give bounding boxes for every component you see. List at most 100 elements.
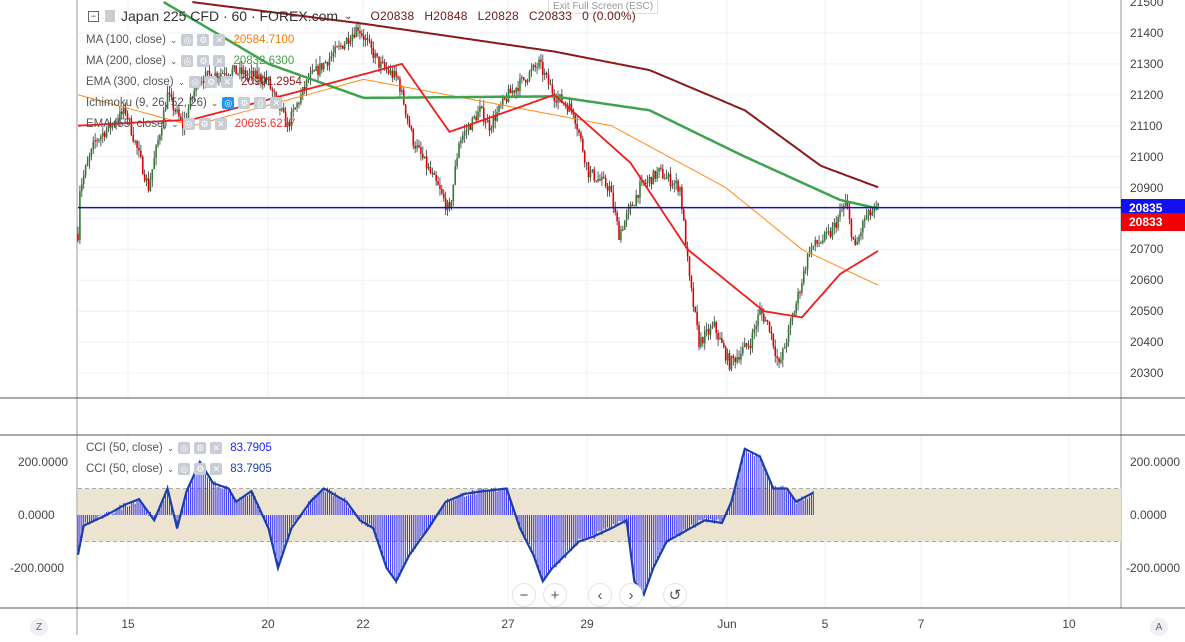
ohlc-low: L20828 bbox=[477, 9, 519, 23]
candle-body bbox=[86, 161, 89, 167]
candle-body bbox=[622, 229, 624, 231]
gear-icon[interactable]: ⚙ bbox=[194, 463, 207, 475]
indicator-legend[interactable]: MA (200, close) ⌄ ◎ ⚙ ✕ 20832.6300 bbox=[86, 55, 294, 67]
candle-body bbox=[566, 105, 569, 112]
candle-body bbox=[361, 33, 363, 36]
gear-icon[interactable]: ⚙ bbox=[197, 34, 210, 46]
candle-body bbox=[366, 38, 369, 40]
gear-icon[interactable]: ⚙ bbox=[194, 442, 207, 454]
symbol-legend[interactable]: − Japan 225 CFD · 60 · FOREX.com ⌄ O20838… bbox=[88, 8, 636, 24]
candle-body bbox=[439, 185, 441, 190]
close-icon[interactable]: ✕ bbox=[213, 34, 226, 46]
candle-body bbox=[180, 116, 182, 120]
candle-body bbox=[578, 129, 580, 133]
collapse-icon[interactable]: − bbox=[88, 10, 99, 22]
candle-body bbox=[94, 140, 96, 142]
candle-body bbox=[465, 130, 468, 132]
chevron-down-icon[interactable]: ⌄ bbox=[177, 76, 186, 87]
candle-body bbox=[101, 132, 104, 137]
candle-body bbox=[241, 67, 243, 75]
close-icon[interactable]: ✕ bbox=[270, 97, 283, 109]
candle-body bbox=[397, 76, 399, 79]
candle-body bbox=[296, 103, 298, 108]
eye-icon[interactable]: ◎ bbox=[178, 463, 191, 475]
candle-body bbox=[700, 337, 702, 347]
eye-icon[interactable]: ◎ bbox=[189, 76, 202, 88]
chevron-down-icon[interactable]: ⌄ bbox=[169, 55, 178, 66]
exit-fullscreen-button[interactable]: Exit Full Screen (ESC) bbox=[548, 0, 659, 14]
candle-body bbox=[336, 46, 338, 48]
candle-body bbox=[559, 94, 561, 98]
candle-body bbox=[639, 181, 641, 198]
chevron-down-icon[interactable]: ⌄ bbox=[171, 118, 179, 129]
gear-icon[interactable]: ⚙ bbox=[238, 97, 251, 109]
close-icon[interactable]: ✕ bbox=[210, 442, 223, 454]
candle-body bbox=[140, 150, 142, 157]
candle-body bbox=[806, 253, 809, 270]
scroll-forward-button[interactable]: › bbox=[619, 583, 643, 607]
indicator-legend[interactable]: CCI (50, close) ⌄ ◎ ⚙ ✕ 83.7905 bbox=[86, 463, 272, 475]
indicator-legend[interactable]: EMA (300, close) ⌄ ◎ ⚙ ✕ 20901.2954 bbox=[86, 76, 302, 88]
eye-icon[interactable]: ◎ bbox=[181, 55, 194, 67]
indicator-label[interactable]: CCI (50, close) bbox=[86, 463, 163, 475]
eye-icon[interactable]: ◎ bbox=[182, 118, 195, 130]
candle-body bbox=[422, 153, 424, 159]
candle-body bbox=[423, 156, 426, 159]
indicator-label[interactable]: EMA (55, close) bbox=[86, 118, 168, 130]
gear-icon[interactable]: ⚙ bbox=[198, 118, 211, 130]
zoom-in-button[interactable]: + bbox=[543, 583, 567, 607]
indicator-label[interactable]: CCI (50, close) bbox=[86, 442, 163, 454]
eye-icon[interactable]: ◎ bbox=[222, 97, 235, 109]
candle-body bbox=[380, 61, 382, 68]
close-icon[interactable]: ✕ bbox=[213, 55, 226, 67]
gear-icon[interactable]: ⚙ bbox=[205, 76, 218, 88]
close-icon[interactable]: ✕ bbox=[221, 76, 234, 88]
candle-body bbox=[692, 288, 695, 307]
candle-body bbox=[427, 166, 430, 169]
indicator-label[interactable]: MA (200, close) bbox=[86, 55, 166, 67]
candle-body bbox=[791, 316, 794, 322]
chevron-down-icon[interactable]: ⌄ bbox=[166, 442, 175, 453]
indicator-label[interactable]: EMA (300, close) bbox=[86, 76, 174, 88]
candle-body bbox=[490, 127, 493, 131]
candle-body bbox=[822, 240, 824, 243]
candle-body bbox=[646, 180, 649, 184]
candle-body bbox=[513, 90, 516, 93]
eye-icon[interactable]: ◎ bbox=[181, 34, 194, 46]
candle-body bbox=[227, 74, 230, 76]
candle-body bbox=[408, 119, 411, 127]
candle-body bbox=[785, 342, 788, 348]
chevron-down-icon[interactable]: ⌄ bbox=[169, 34, 178, 45]
candle-body bbox=[810, 246, 813, 254]
indicator-label[interactable]: Ichimoku (9, 26, 52, 26) bbox=[86, 97, 207, 109]
indicator-legend[interactable]: EMA (55, close) ⌄ ◎ ⚙ ✕ 20695.6217 bbox=[86, 118, 295, 130]
close-icon[interactable]: ✕ bbox=[214, 118, 227, 130]
price-axis-label: 20900 bbox=[1130, 180, 1164, 195]
indicator-legend[interactable]: Ichimoku (9, 26, 52, 26) ⌄ ◎ ⚙{} ✕ bbox=[86, 97, 290, 109]
zoom-out-button[interactable]: − bbox=[512, 583, 536, 607]
candle-body bbox=[376, 53, 378, 57]
chevron-down-icon[interactable]: ⌄ bbox=[344, 10, 353, 22]
candle-body bbox=[865, 215, 868, 220]
price-axis-label: 20500 bbox=[1130, 304, 1164, 319]
timezone-button[interactable]: Z bbox=[30, 618, 48, 636]
braces-icon[interactable]: {} bbox=[254, 97, 267, 109]
price-axis-label: 20700 bbox=[1130, 242, 1164, 257]
candle-body bbox=[825, 232, 828, 234]
symbol-title[interactable]: Japan 225 CFD · 60 · FOREX.com bbox=[121, 8, 339, 24]
reset-chart-button[interactable]: ↺ bbox=[663, 583, 687, 607]
chevron-down-icon[interactable]: ⌄ bbox=[210, 97, 219, 108]
chevron-down-icon[interactable]: ⌄ bbox=[166, 463, 175, 474]
candle-body bbox=[170, 93, 173, 97]
indicator-legend[interactable]: CCI (50, close) ⌄ ◎ ⚙ ✕ 83.7905 bbox=[86, 442, 272, 454]
close-icon[interactable]: ✕ bbox=[210, 463, 223, 475]
indicator-label[interactable]: MA (100, close) bbox=[86, 34, 166, 46]
indicator-legend[interactable]: MA (100, close) ⌄ ◎ ⚙ ✕ 20584.7100 bbox=[86, 34, 294, 46]
candle-body bbox=[542, 61, 544, 75]
auto-scale-button[interactable]: A bbox=[1150, 618, 1168, 636]
scroll-back-button[interactable]: ‹ bbox=[588, 583, 612, 607]
gear-icon[interactable]: ⚙ bbox=[197, 55, 210, 67]
eye-icon[interactable]: ◎ bbox=[178, 442, 191, 454]
candle-body bbox=[79, 191, 81, 241]
